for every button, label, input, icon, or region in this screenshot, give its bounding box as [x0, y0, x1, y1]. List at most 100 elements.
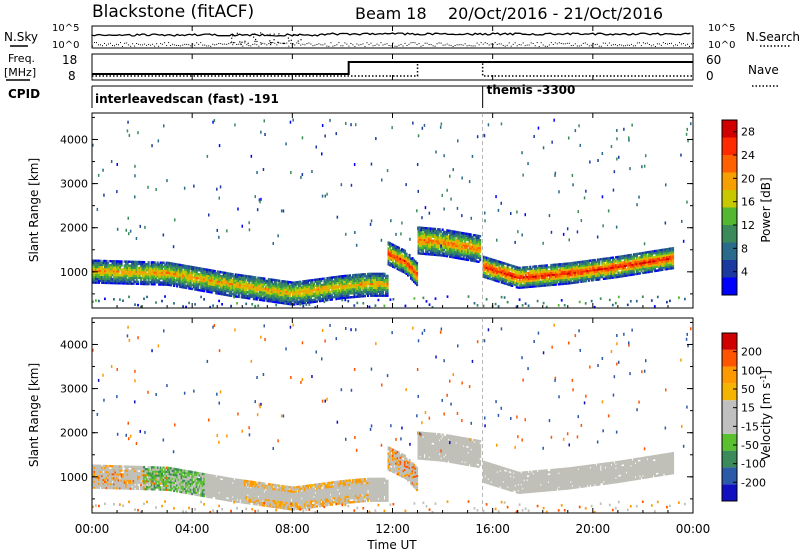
power-cell — [195, 268, 198, 272]
power-cell — [370, 272, 373, 276]
power-cell — [216, 274, 219, 277]
power-cell — [535, 265, 538, 268]
power-cell — [330, 298, 333, 301]
power-cell — [526, 281, 529, 285]
power-cell — [255, 294, 258, 297]
power-cell — [281, 289, 284, 293]
power-cell — [373, 274, 376, 278]
power-cell — [465, 234, 468, 237]
power-cell — [598, 264, 601, 267]
power-cell — [518, 298, 521, 301]
noise-search-dot — [642, 42, 644, 44]
power-cell — [417, 238, 420, 241]
power-cell — [440, 248, 443, 251]
power-cell — [488, 273, 491, 276]
power-cell — [101, 279, 104, 282]
power-cell — [407, 272, 410, 275]
power-cell — [662, 266, 665, 269]
power-cell — [273, 300, 276, 304]
power-cell — [239, 280, 242, 283]
power-cell — [441, 228, 444, 231]
power-cell — [482, 269, 485, 272]
power-cell — [264, 133, 266, 136]
power-cell — [444, 244, 447, 248]
power-cell — [617, 261, 620, 265]
power-cell — [356, 281, 359, 284]
noise-search-dot — [340, 45, 342, 47]
power-cell — [544, 268, 547, 271]
power-cell — [241, 224, 243, 228]
power-cell — [108, 260, 111, 263]
power-cell — [108, 269, 111, 273]
power-cell — [428, 239, 431, 242]
power-cell — [434, 245, 437, 249]
power-cell — [669, 257, 672, 260]
power-cell — [380, 282, 383, 285]
power-cell — [548, 273, 551, 277]
power-cell — [261, 285, 264, 288]
power-cell — [329, 292, 332, 295]
power-cell — [230, 294, 233, 297]
power-cell — [550, 281, 553, 285]
power-cell — [276, 297, 279, 300]
power-cell — [625, 268, 628, 271]
power-cell — [566, 270, 569, 273]
power-cell — [532, 275, 535, 278]
power-cell — [493, 272, 496, 276]
power-cell — [656, 269, 659, 272]
power-cell — [269, 296, 272, 299]
power-cell — [431, 247, 434, 250]
noise-search-dot — [326, 45, 328, 47]
power-cell — [599, 270, 602, 273]
power-cell — [553, 269, 556, 272]
power-cell — [191, 275, 194, 279]
power-cell — [402, 262, 405, 266]
power-cell — [578, 262, 581, 266]
power-cell — [514, 267, 517, 270]
power-cell — [566, 227, 569, 231]
power-cell — [465, 236, 468, 239]
power-cell — [149, 269, 152, 272]
power-cell — [449, 231, 452, 235]
noise-search-dot — [218, 43, 220, 44]
power-cell — [438, 246, 441, 249]
power-cell — [393, 248, 396, 251]
power-cell — [473, 243, 476, 247]
power-cell — [336, 287, 339, 290]
power-cell — [635, 268, 638, 272]
power-cell — [168, 265, 171, 269]
power-cell — [376, 282, 379, 285]
power-cell — [503, 274, 506, 277]
power-cell — [514, 269, 517, 272]
power-cell — [362, 291, 365, 294]
power-cell — [455, 244, 458, 248]
power-cell — [356, 301, 359, 305]
power-cell — [612, 188, 615, 192]
power-cell — [493, 265, 496, 268]
power-cell — [320, 291, 323, 295]
power-cell — [462, 232, 465, 235]
power-cell — [185, 274, 188, 278]
power-cell — [574, 277, 577, 280]
power-cell — [529, 277, 532, 280]
power-cell — [263, 281, 266, 284]
power-cell — [266, 291, 269, 295]
power-cell — [473, 253, 476, 257]
power-cell — [243, 286, 246, 289]
power-cell — [374, 272, 377, 276]
power-cell — [321, 293, 324, 296]
power-cell — [267, 292, 270, 295]
power-cell — [426, 253, 429, 256]
power-cell — [156, 275, 159, 278]
power-cell — [335, 287, 338, 291]
power-cell — [321, 295, 324, 298]
power-cell — [357, 285, 360, 288]
power-cell — [518, 276, 521, 279]
power-cell — [488, 275, 491, 278]
power-cell — [532, 285, 535, 288]
power-cell — [477, 256, 480, 259]
power-cell — [218, 280, 221, 283]
power-cell — [467, 256, 470, 260]
power-cell — [336, 293, 339, 296]
power-cell — [450, 232, 453, 235]
